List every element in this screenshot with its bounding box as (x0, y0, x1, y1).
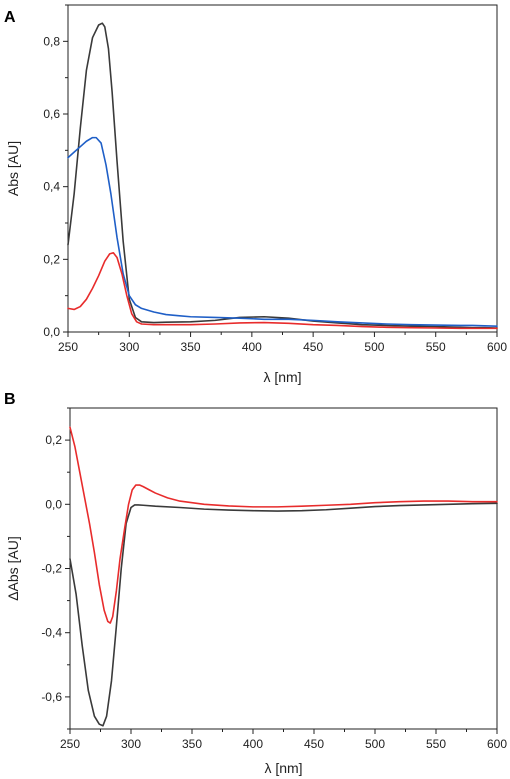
y-tick-label: 0,2 (43, 252, 60, 266)
y-tick-label: 0,0 (45, 497, 62, 511)
plot-frame (69, 407, 498, 730)
y-tick-label: 0,6 (43, 107, 60, 121)
y-tick-label: -0,4 (41, 626, 62, 640)
x-tick-label: 350 (182, 737, 202, 751)
panel-label: B (4, 391, 16, 408)
series-line-2 (69, 426, 498, 624)
x-tick-label: 450 (304, 737, 324, 751)
y-tick-label: 0,0 (43, 325, 60, 339)
x-tick-label: 450 (303, 340, 323, 354)
x-tick-label: 250 (58, 340, 78, 354)
x-tick-label: 500 (364, 340, 384, 354)
x-tick-label: 500 (365, 737, 385, 751)
y-tick-label: -0,2 (41, 562, 62, 576)
x-tick-label: 600 (487, 737, 507, 751)
panel-label: A (4, 9, 16, 26)
y-axis-label: Abs [AU] (5, 141, 21, 196)
series-line-2 (67, 136, 498, 327)
series-line-3 (67, 251, 498, 330)
plot-frame (67, 4, 498, 333)
y-tick-label: 0,4 (43, 180, 60, 194)
x-tick-label: 300 (121, 737, 141, 751)
x-tick-label: 400 (242, 340, 262, 354)
x-tick-label: 550 (426, 737, 446, 751)
x-tick-label: 550 (426, 340, 446, 354)
x-tick-label: 400 (243, 737, 263, 751)
x-tick-label: 600 (487, 340, 507, 354)
series-line-1 (67, 22, 498, 329)
chart-panel-b: B 250 300 350 400 450 500 550 600 -0,6 -0,4 -0,2 0,0… (4, 391, 507, 776)
series-line-1 (69, 502, 498, 727)
x-axis-label: λ [nm] (263, 369, 301, 385)
y-tick-label: -0,6 (41, 690, 62, 704)
y-axis-label: ΔAbs [AU] (5, 536, 21, 601)
x-axis-label: λ [nm] (264, 760, 302, 776)
y-tick-label: 0,2 (45, 433, 62, 447)
x-tick-label: 300 (119, 340, 139, 354)
y-tick-label: 0,8 (43, 34, 60, 48)
chart-panel-a: A 250 300 350 400 450 500 550 600 0,0 0,2 0,4 0,6 0,8… (4, 4, 507, 385)
x-tick-label: 350 (181, 340, 201, 354)
x-tick-label: 250 (60, 737, 80, 751)
